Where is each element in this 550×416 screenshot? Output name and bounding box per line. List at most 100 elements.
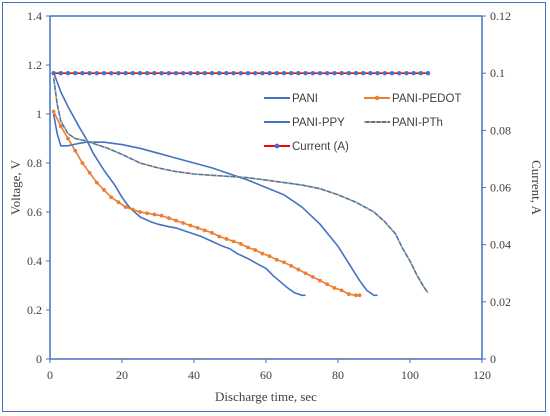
series-line-pani-pth (52, 77, 429, 294)
data-point (317, 70, 323, 76)
legend-marker-pani-pedot (374, 95, 380, 101)
data-point (389, 70, 395, 76)
data-point (152, 212, 157, 217)
data-point (137, 70, 143, 76)
data-point (94, 180, 99, 185)
data-point (195, 70, 200, 76)
data-point (267, 254, 272, 258)
legend-label-current: Current (A) (292, 141, 349, 153)
data-point (245, 70, 251, 76)
y-right-tick-label: 0.06 (490, 181, 511, 195)
data-point (267, 70, 272, 76)
legend-label-pani-pedot: PANI-PEDOT (392, 93, 461, 105)
data-point (58, 124, 63, 129)
y-left-tick-label: 1.2 (27, 58, 42, 72)
data-point (238, 70, 243, 76)
data-point (346, 292, 351, 296)
series-line-pani-pedot (52, 111, 360, 297)
y-left-tick-label: 0 (36, 352, 42, 366)
data-point (281, 70, 287, 76)
y-right-tick-label: 0.02 (490, 295, 511, 309)
data-point (174, 218, 178, 223)
data-point (418, 70, 423, 76)
data-point (289, 264, 294, 268)
data-point (217, 234, 222, 239)
data-point (87, 70, 92, 76)
y-axis-left-label: Voltage, V (8, 159, 23, 215)
data-point (181, 221, 186, 225)
data-point (253, 70, 258, 76)
data-point (138, 210, 142, 214)
x-tick-label: 120 (473, 368, 491, 382)
data-point (231, 70, 236, 76)
legend-item-pani-ppy: PANI-PPY (264, 117, 345, 129)
y-axis-right-label: Current, A (529, 160, 544, 215)
data-point (253, 248, 258, 252)
data-point (231, 239, 236, 244)
x-tick-label: 60 (260, 368, 272, 382)
data-point (397, 70, 402, 76)
y-left-tick-label: 0.2 (27, 303, 42, 317)
data-point (80, 70, 85, 76)
y-right-tick-label: 0.04 (490, 238, 511, 252)
legend-label-pani-pth: PANI-PTh (392, 117, 443, 129)
tick-labels: 0 20 40 60 80 100 120 0 0.2 0.4 0.6 0.8 1 1.2 1.4 0 0.02… (27, 9, 511, 382)
data-point (217, 70, 222, 76)
data-point (332, 286, 337, 290)
y-left-tick-label: 1 (36, 107, 42, 121)
series-pani-pth (52, 77, 429, 294)
data-point (224, 70, 229, 76)
data-point (188, 70, 193, 76)
data-point (246, 245, 250, 250)
data-point (65, 70, 71, 76)
data-point (353, 70, 359, 76)
legend-item-pani-pedot: PANI-PEDOT (364, 93, 461, 105)
data-point (130, 207, 135, 212)
data-point (166, 70, 171, 76)
data-point (202, 70, 207, 76)
data-point (202, 228, 207, 233)
data-point (123, 70, 128, 76)
data-point (73, 70, 78, 76)
data-point (303, 70, 308, 76)
y-right-tick-label: 0.12 (490, 9, 511, 23)
series-line-pani-ppy (52, 113, 378, 297)
legend-item-pani: PANI (264, 93, 318, 105)
x-tick-label: 40 (188, 368, 200, 382)
series-pani-pedot (51, 109, 362, 298)
data-point (87, 170, 92, 175)
data-point (173, 70, 179, 76)
data-point (260, 251, 265, 256)
data-point (361, 70, 366, 76)
data-point (339, 70, 344, 76)
data-point (339, 288, 344, 293)
data-point (123, 205, 128, 210)
y-right-tick-label: 0.08 (490, 123, 511, 137)
data-point (310, 275, 315, 279)
series-group (51, 70, 431, 298)
legend-label-pani-ppy: PANI-PPY (292, 117, 345, 129)
data-point (354, 293, 358, 298)
chart-frame (2, 2, 546, 412)
data-point (166, 216, 171, 221)
x-axis-label: Discharge time, sec (215, 389, 317, 404)
data-point (80, 161, 85, 165)
data-point (159, 70, 164, 76)
data-point (209, 70, 215, 76)
data-point (274, 70, 279, 76)
data-point (303, 271, 308, 276)
x-tick-label: 20 (116, 368, 128, 382)
data-point (382, 70, 387, 76)
y-right-tick-label: 0 (490, 352, 496, 366)
data-point (181, 70, 186, 76)
data-point (152, 70, 157, 76)
legend-label-pani: PANI (292, 93, 318, 105)
data-point (238, 241, 243, 246)
data-point (425, 70, 431, 76)
series-pani-ppy (52, 113, 378, 297)
data-point (51, 70, 56, 76)
data-point (318, 278, 322, 283)
y-left-tick-label: 0.4 (27, 254, 42, 268)
data-point (332, 70, 337, 76)
